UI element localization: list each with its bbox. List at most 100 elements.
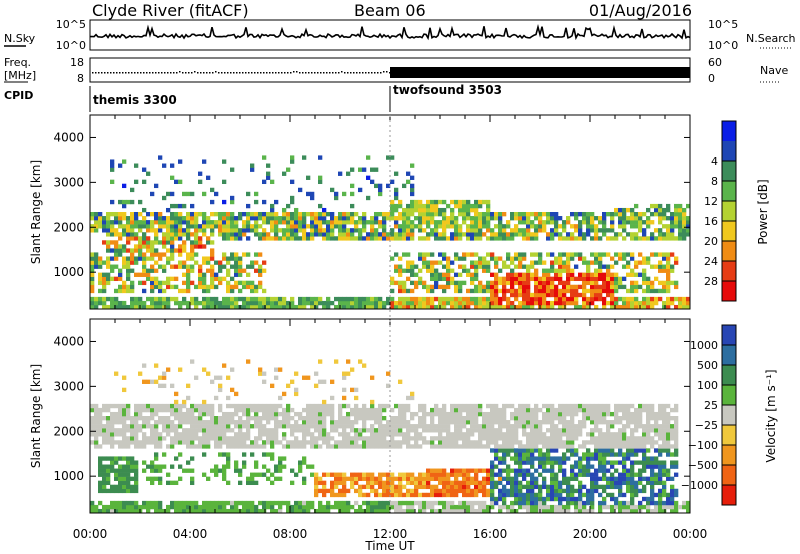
heatmap-cell	[522, 460, 527, 465]
heatmap-cell	[466, 428, 471, 433]
heatmap-cell	[222, 159, 227, 164]
heatmap-cell	[174, 284, 179, 290]
heatmap-cell	[494, 216, 499, 221]
heatmap-cell	[286, 224, 291, 229]
heatmap-cell	[294, 232, 299, 237]
heatmap-cell	[114, 304, 119, 310]
heatmap-cell	[622, 464, 627, 469]
heatmap-cell	[122, 300, 127, 306]
heatmap-cell	[246, 428, 251, 433]
heatmap-cell	[198, 272, 203, 277]
heatmap-cell	[410, 175, 415, 180]
heatmap-cell	[134, 428, 139, 433]
heatmap-cell	[678, 228, 683, 233]
heatmap-cell	[622, 508, 627, 514]
heatmap-cell	[526, 488, 531, 494]
heatmap-cell	[282, 232, 287, 237]
heatmap-cell	[406, 420, 411, 425]
heatmap-cell	[442, 440, 447, 445]
heatmap-cell	[534, 407, 539, 413]
heatmap-cell	[218, 383, 223, 389]
heatmap-cell	[298, 220, 303, 225]
heatmap-cell	[290, 444, 295, 449]
heatmap-cell	[146, 440, 151, 445]
freq-dot	[362, 72, 364, 74]
heatmap-cell	[502, 420, 507, 425]
heatmap-cell	[502, 504, 507, 510]
heatmap-cell	[506, 492, 511, 498]
heatmap-cell	[542, 452, 547, 457]
heatmap-cell	[458, 407, 463, 413]
heatmap-cell	[578, 464, 583, 469]
heatmap-cell	[238, 416, 243, 421]
heatmap-cell	[518, 500, 523, 506]
heatmap-cell	[574, 212, 579, 217]
heatmap-cell	[334, 359, 339, 364]
heatmap-cell	[178, 220, 183, 225]
heatmap-cell	[490, 284, 495, 290]
heatmap-cell	[462, 407, 467, 413]
heatmap-cell	[118, 268, 123, 273]
heatmap-cell	[434, 203, 439, 209]
heatmap-cell	[518, 276, 523, 282]
heatmap-cell	[106, 232, 111, 237]
heatmap-cell	[466, 407, 471, 413]
heatmap-cell	[178, 288, 183, 294]
heatmap-cell	[458, 304, 463, 310]
heatmap-cell	[266, 476, 271, 481]
heatmap-cell	[462, 504, 467, 510]
heatmap-cell	[478, 504, 483, 510]
heatmap-cell	[398, 488, 403, 494]
heatmap-cell	[122, 428, 127, 433]
heatmap-cell	[482, 476, 487, 481]
heatmap-cell	[422, 304, 427, 310]
heatmap-cell	[514, 436, 519, 441]
heatmap-cell	[538, 276, 543, 282]
heatmap-cell	[522, 212, 527, 217]
heatmap-cell	[570, 268, 575, 273]
heatmap-cell	[210, 420, 215, 425]
heatmap-cell	[122, 212, 127, 217]
heatmap-cell	[262, 444, 267, 449]
heatmap-cell	[398, 280, 403, 286]
heatmap-cell	[378, 300, 383, 306]
heatmap-cell	[546, 492, 551, 498]
heatmap-cell	[314, 371, 319, 376]
heatmap-cell	[362, 228, 367, 233]
heatmap-cell	[534, 440, 539, 445]
heatmap-cell	[646, 304, 651, 310]
heatmap-cell	[146, 268, 151, 273]
freq-dot	[182, 72, 184, 74]
heatmap-cell	[394, 476, 399, 481]
heatmap-cell	[262, 440, 267, 445]
heatmap-cell	[298, 500, 303, 506]
heatmap-cell	[582, 236, 587, 241]
heatmap-cell	[610, 476, 615, 481]
heatmap-cell	[610, 272, 615, 277]
heatmap-cell	[330, 420, 335, 425]
heatmap-cell	[506, 432, 511, 437]
heatmap-cell	[410, 199, 415, 205]
heatmap-cell	[210, 424, 215, 429]
heatmap-cell	[462, 203, 467, 209]
heatmap-cell	[330, 232, 335, 237]
heatmap-cell	[626, 407, 631, 413]
heatmap-cell	[126, 240, 131, 245]
heatmap-cell	[250, 264, 255, 269]
heatmap-cell	[618, 276, 623, 282]
heatmap-cell	[590, 436, 595, 441]
heatmap-cell	[174, 411, 179, 417]
heatmap-cell	[658, 432, 663, 437]
heatmap-cell	[442, 228, 447, 233]
heatmap-cell	[614, 207, 619, 213]
heatmap-cell	[558, 492, 563, 498]
heatmap-cell	[94, 296, 99, 302]
heatmap-cell	[226, 216, 231, 221]
heatmap-cell	[582, 216, 587, 221]
heatmap-cell	[354, 488, 359, 494]
heatmap-cell	[206, 432, 211, 437]
heatmap-cell	[350, 216, 355, 221]
heatmap-cell	[206, 476, 211, 481]
heatmap-cell	[278, 228, 283, 233]
heatmap-cell	[390, 236, 395, 241]
